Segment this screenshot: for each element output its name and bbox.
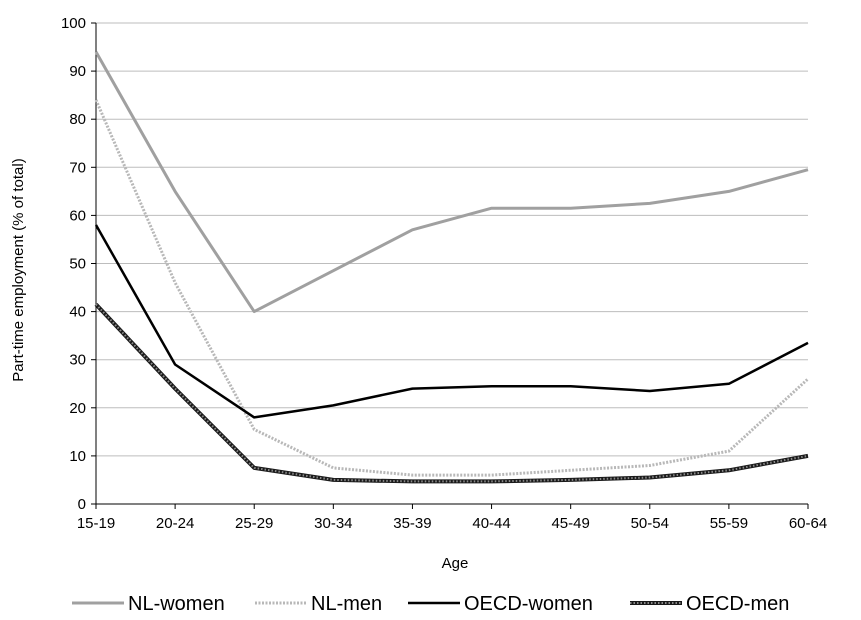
legend-label: OECD-men: [686, 593, 789, 615]
x-tick-label: 60-64: [789, 515, 827, 532]
axes: [91, 22, 809, 509]
y-tick-label: 40: [69, 304, 86, 321]
x-tick-label: 35-39: [393, 515, 431, 532]
y-tick-label: 80: [69, 111, 86, 128]
legend-label: NL-women: [128, 593, 225, 615]
y-tick-label: 70: [69, 159, 86, 176]
y-tick-label: 90: [69, 63, 86, 80]
x-tick-label: 30-34: [314, 515, 352, 532]
y-tick-label: 0: [78, 496, 86, 513]
x-tick-label: 45-49: [551, 515, 589, 532]
y-tick-label: 60: [69, 207, 86, 224]
y-tick-label: 20: [69, 400, 86, 417]
x-tick-label: 15-19: [77, 515, 115, 532]
series-line-nl-women: [94, 51, 809, 314]
y-tick-label: 100: [61, 15, 86, 32]
legend-label: OECD-women: [464, 593, 593, 615]
series-lines: [94, 51, 810, 484]
x-tick-label: 25-29: [235, 515, 273, 532]
tick-labels: 0 10 20 30 40 50 60 70 80 90 100 15-19 20-24 25-29 30-…: [61, 15, 827, 532]
y-axis-title: Part-time employment (% of total): [10, 158, 27, 381]
series-line-oecd-women: [94, 224, 809, 419]
legend-label: NL-men: [311, 593, 382, 615]
y-tick-label: 50: [69, 256, 86, 273]
x-tick-label: 20-24: [156, 515, 194, 532]
y-tick-label: 30: [69, 352, 86, 369]
x-tick-label: 40-44: [472, 515, 510, 532]
legend: NL-women NL-men OECD-women OECD-men: [72, 593, 789, 615]
gridlines: [96, 22, 808, 457]
x-tick-label: 50-54: [631, 515, 669, 532]
x-tick-label: 55-59: [710, 515, 748, 532]
y-tick-label: 10: [69, 448, 86, 465]
x-axis-title: Age: [442, 555, 469, 572]
series-line-oecd-men: [95, 303, 809, 483]
